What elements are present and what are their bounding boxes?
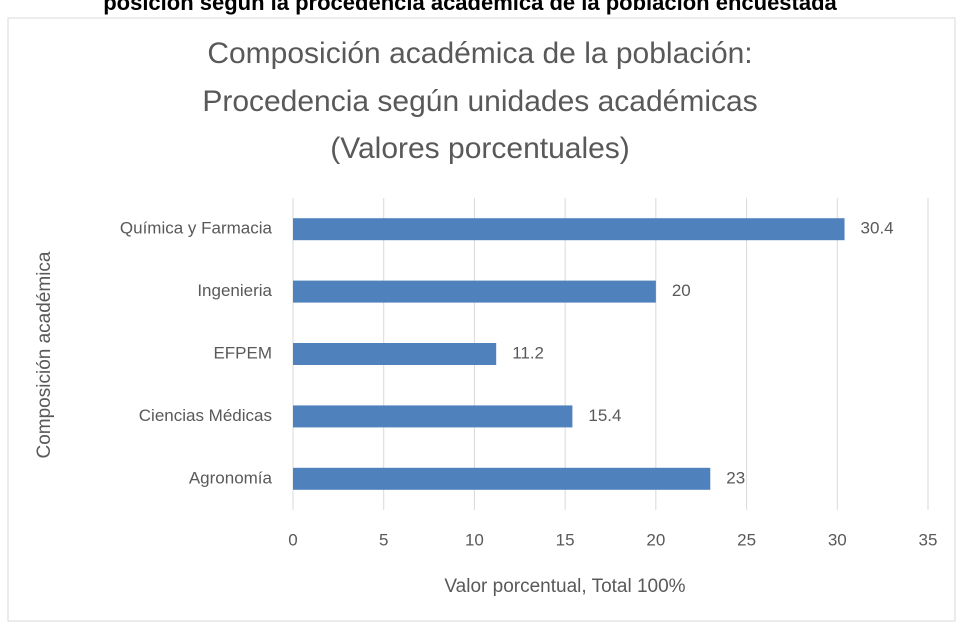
chart-frame — [7, 17, 956, 622]
bar — [293, 405, 573, 428]
x-tick-label: 25 — [737, 530, 756, 549]
y-axis-label: Composición académica — [34, 251, 55, 458]
x-tick-label: 5 — [379, 530, 388, 549]
chart-title: (Valores porcentuales) — [330, 132, 630, 165]
x-tick-label: 0 — [288, 530, 297, 549]
y-tick-label: EFPEM — [213, 343, 272, 362]
heading: posición según la procedencia académica … — [103, 0, 837, 15]
data-label: 23 — [726, 468, 745, 487]
chart-title: Procedencia según unidades académicas — [202, 85, 757, 118]
bar — [293, 343, 497, 365]
x-tick-label: 30 — [828, 530, 847, 549]
data-label: 11.2 — [512, 343, 544, 362]
y-tick-label: Agronomía — [189, 468, 273, 487]
chart-title: Composición académica de la población: — [207, 37, 752, 70]
x-tick-label: 20 — [646, 530, 665, 549]
x-tick-label: 15 — [556, 530, 575, 549]
bar — [293, 280, 656, 303]
data-label: 30.4 — [861, 219, 894, 238]
x-axis-label: Valor porcentual, Total 100% — [444, 576, 685, 597]
data-label: 20 — [672, 281, 691, 300]
y-tick-label: Ciencias Médicas — [139, 406, 272, 425]
x-tick-label: 10 — [465, 530, 484, 549]
bar — [293, 467, 711, 490]
x-tick-label: 35 — [919, 530, 938, 549]
data-label: 15.4 — [588, 406, 621, 425]
y-tick-label: Química y Farmacia — [120, 219, 273, 238]
y-tick-label: Ingenieria — [197, 281, 272, 300]
bar — [293, 218, 845, 241]
